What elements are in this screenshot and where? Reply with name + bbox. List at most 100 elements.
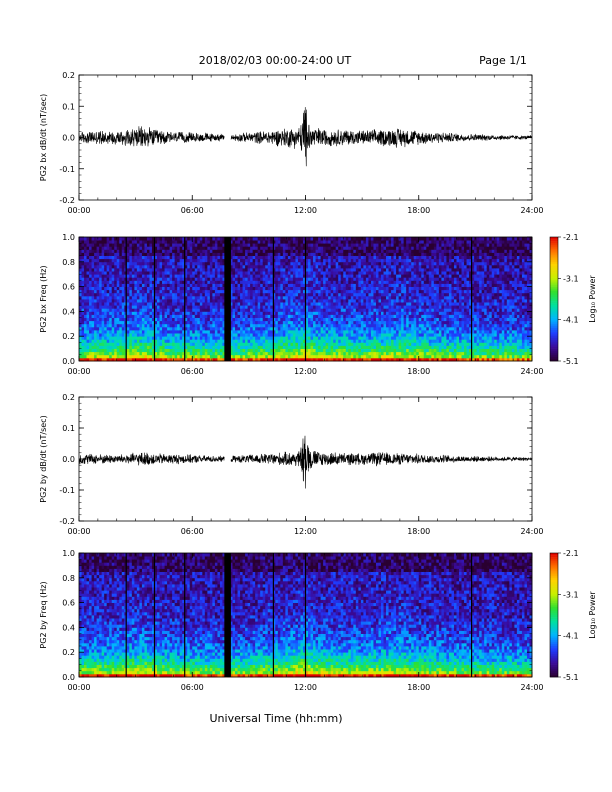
- spectrogram-cell: [378, 280, 382, 284]
- spectrogram-cell: [378, 305, 382, 309]
- spectrogram-cell: [151, 333, 155, 337]
- series-line: [78, 107, 533, 167]
- spectrogram-cell: [84, 268, 87, 272]
- spectrogram-cell: [232, 345, 236, 349]
- spectrogram-cell: [84, 258, 87, 263]
- spectrogram-cell: [104, 342, 108, 346]
- spectrogram-cell: [323, 243, 327, 247]
- spectrogram-cell: [154, 249, 158, 253]
- spectrogram-cell: [116, 286, 120, 291]
- spectrogram-cell: [134, 326, 138, 331]
- spectrogram-cell: [275, 320, 279, 325]
- spectrogram-cell: [295, 345, 299, 349]
- spectrogram-cell: [328, 295, 332, 300]
- spectrogram-cell: [363, 277, 367, 281]
- spectrogram-cell: [235, 342, 238, 346]
- spectrogram-cell: [235, 357, 238, 362]
- spectrogram-cell: [245, 302, 249, 306]
- spectrogram-cell: [308, 280, 311, 284]
- spectrogram-cell: [111, 237, 115, 241]
- spectrogram-cell: [247, 317, 251, 322]
- spectrogram-cell: [353, 249, 357, 253]
- spectrogram-cell: [116, 339, 120, 343]
- spectrogram-cell: [187, 292, 191, 297]
- spectrogram-cell: [277, 283, 281, 287]
- spectrogram-cell: [119, 264, 123, 269]
- spectrogram-cell: [247, 246, 251, 250]
- spectrogram-cell: [368, 308, 372, 312]
- spectrogram-cell: [277, 336, 281, 340]
- spectrogram-cell: [164, 320, 168, 325]
- spectrogram-cell: [136, 339, 140, 343]
- spectrogram-cell: [240, 280, 243, 284]
- spectrogram-cell: [363, 271, 367, 275]
- spectrogram-cell: [164, 323, 168, 328]
- spectrogram-cell: [297, 345, 301, 349]
- spectrogram-cell: [375, 311, 379, 315]
- spectrogram-cell: [370, 243, 374, 247]
- spectrogram-cell: [363, 323, 367, 328]
- spectrogram-cell: [159, 243, 163, 247]
- spectrogram-cell: [333, 261, 337, 266]
- spectrogram-cell: [302, 333, 306, 337]
- spectrogram-cell: [111, 264, 115, 269]
- spectrogram-cell: [340, 252, 344, 256]
- spectrogram-cell: [101, 237, 105, 241]
- spectrogram-cell: [333, 264, 337, 269]
- spectrogram-cell: [257, 283, 261, 287]
- spectrogram-cell: [86, 246, 90, 250]
- spectrogram-cell: [302, 348, 306, 353]
- spectrogram-cell: [91, 357, 95, 362]
- spectrogram-cell: [131, 323, 135, 328]
- spectrogram-cell: [373, 342, 377, 346]
- spectrogram-cell: [199, 299, 203, 303]
- spectrogram-cell: [230, 258, 233, 263]
- spectrogram-cell: [237, 348, 241, 353]
- spectrogram-cell: [129, 308, 133, 312]
- spectrogram-cell: [295, 240, 299, 244]
- spectrogram-cell: [305, 326, 309, 331]
- spectrogram-cell: [86, 339, 90, 343]
- spectrogram-cell: [189, 271, 193, 275]
- spectrogram-cell: [187, 255, 191, 260]
- spectrogram-cell: [81, 348, 85, 353]
- spectrogram-cell: [121, 261, 125, 266]
- spectrogram-cell: [368, 246, 372, 250]
- spectrogram-cell: [232, 255, 236, 260]
- spectrogram-cell: [325, 317, 329, 322]
- spectrogram-cell: [305, 314, 309, 318]
- spectrogram-cell: [262, 264, 266, 269]
- spectrogram-cell: [305, 295, 309, 300]
- spectrogram-cell: [204, 314, 208, 318]
- spectrogram-cell: [232, 295, 236, 300]
- spectrogram-cell: [131, 255, 135, 260]
- spectrogram-cell: [375, 348, 379, 353]
- spectrogram-cell: [187, 323, 191, 328]
- spectrogram-cell: [295, 286, 299, 291]
- spectrogram-cell: [257, 249, 261, 253]
- spectrogram-cell: [325, 261, 329, 266]
- spectrogram-cell: [121, 249, 125, 253]
- spectrogram-cell: [257, 326, 261, 331]
- spectrogram-cell: [295, 311, 299, 315]
- spectrogram-cell: [184, 345, 188, 349]
- spectrogram-cell: [162, 348, 165, 353]
- spectrogram-cell: [109, 237, 113, 241]
- spectrogram-cell: [91, 323, 95, 328]
- spectrogram-cell: [325, 271, 329, 275]
- spectrogram-cell: [368, 323, 372, 328]
- spectrogram-cell: [217, 237, 221, 241]
- spectrogram-cell: [109, 320, 113, 325]
- spectrogram-cell: [154, 243, 158, 247]
- spectrogram-cell: [79, 283, 82, 287]
- spectrogram-cell: [247, 264, 251, 269]
- spectrogram-cell: [297, 292, 301, 297]
- spectrogram-cell: [169, 280, 173, 284]
- spectrogram-cell: [101, 283, 105, 287]
- spectrogram-cell: [262, 283, 266, 287]
- spectrogram-cell: [330, 326, 334, 331]
- spectrogram-cell: [275, 289, 279, 294]
- spectrogram-cell: [192, 255, 196, 260]
- spectrogram-cell: [232, 354, 236, 359]
- spectrogram-cell: [343, 252, 347, 256]
